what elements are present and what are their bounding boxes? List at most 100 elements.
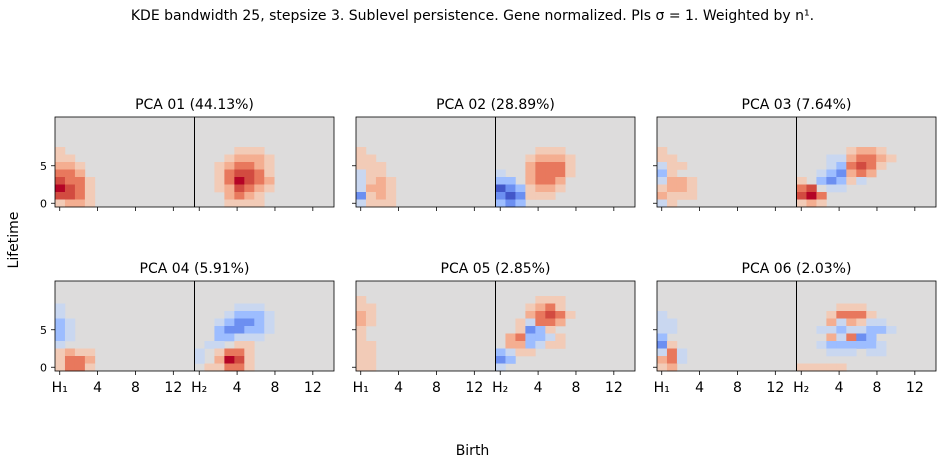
heatmap-cell — [356, 199, 367, 208]
heatmap-cell — [204, 341, 215, 349]
heatmap-cell — [796, 177, 807, 185]
heatmap-cell — [224, 192, 235, 200]
x-tick-label: H₂ — [492, 380, 508, 396]
heatmap-cell — [846, 162, 857, 170]
heatmap-cell — [55, 154, 66, 163]
heatmap-cell — [657, 326, 668, 334]
heatmap-cell — [826, 162, 837, 170]
heatmap-cell — [515, 348, 526, 357]
heatmap-cell — [234, 356, 245, 364]
heatmap-cell — [254, 303, 265, 312]
heatmap-cell — [264, 177, 275, 185]
heatmap-cell — [64, 326, 76, 334]
heatmap-cell — [545, 177, 556, 185]
heatmap-cell — [826, 177, 837, 185]
heatmap-cell — [866, 154, 877, 163]
heatmap-cell — [816, 341, 827, 349]
heatmap-cell — [666, 199, 678, 208]
heatmap-cell — [535, 147, 546, 155]
heatmap-cell — [55, 192, 66, 200]
heatmap-panel: PCA 01 (44.13%) 0 5 — [40, 97, 335, 211]
heatmap-cell — [385, 199, 397, 208]
heatmap-cell — [816, 192, 827, 200]
heatmap-cell — [545, 162, 556, 170]
panel-frame — [355, 280, 636, 372]
heatmap-cell — [525, 348, 536, 357]
heatmap-cell — [535, 296, 546, 304]
heatmap-cell — [254, 318, 265, 327]
heatmap-cell — [846, 154, 857, 163]
heatmap-cell — [856, 162, 867, 170]
x-tick-label: 12 — [906, 380, 924, 396]
heatmap-cell — [545, 326, 556, 334]
heatmap-cell — [545, 341, 556, 349]
heatmap-cell — [224, 311, 235, 319]
heatmap-cell — [806, 363, 817, 372]
heatmap-cell — [244, 177, 255, 185]
heatmap-cell — [375, 192, 387, 200]
y-tick-label: 5 — [40, 324, 47, 337]
heatmap-cell — [495, 356, 506, 364]
heatmap-cell — [826, 154, 837, 163]
heatmap-cell — [84, 356, 96, 364]
heatmap-cell — [495, 184, 506, 193]
heatmap-cell — [505, 192, 516, 200]
heatmap-cell — [365, 318, 377, 327]
heatmap-cell — [666, 348, 678, 357]
heatmap-cell — [204, 363, 215, 372]
heatmap-cell — [666, 356, 678, 364]
heatmap-panel: PCA 05 (2.85%) H₁ 4 8 12 H₂ 4 8 12 — [352, 261, 636, 396]
heatmap-cell — [84, 184, 96, 193]
heatmap-cell — [826, 318, 837, 327]
heatmap-cell — [535, 184, 546, 193]
heatmap-cell — [666, 192, 678, 200]
heatmap-cell — [657, 192, 668, 200]
heatmap-cell — [545, 296, 556, 304]
x-tick-label: 8 — [873, 380, 882, 396]
heatmap-cell — [84, 177, 96, 185]
panel-frame — [54, 116, 335, 208]
x-tick-label: 8 — [572, 380, 581, 396]
heatmap-cell — [846, 341, 857, 349]
heatmap-cell — [666, 154, 678, 163]
x-tick-label: 4 — [233, 380, 242, 396]
heatmap-cell — [224, 318, 235, 327]
panel-frame — [656, 280, 937, 372]
heatmap-cell — [365, 341, 377, 349]
heatmap-cell — [356, 296, 367, 304]
heatmap-cell — [856, 303, 867, 312]
heatmap-cell — [525, 303, 536, 312]
panel-title: PCA 01 (44.13%) — [135, 97, 254, 113]
heatmap-cell — [657, 169, 668, 178]
heatmap-cell — [55, 303, 66, 312]
heatmap-cell — [545, 311, 556, 319]
heatmap-cell — [254, 147, 265, 155]
heatmap-cell — [846, 311, 857, 319]
heatmap-cell — [64, 356, 76, 364]
heatmap-cell — [666, 341, 678, 349]
heatmap-cell — [826, 169, 837, 178]
heatmap-cell — [515, 333, 526, 342]
heatmap-cell — [806, 184, 817, 193]
heatmap-cell — [64, 333, 76, 342]
heatmap-cell — [356, 356, 367, 364]
x-tick-label: 12 — [766, 380, 784, 396]
heatmap-cell — [836, 303, 847, 312]
heatmap-cell — [234, 363, 245, 372]
heatmap-cell — [515, 199, 526, 208]
x-tick-label: H₂ — [191, 380, 207, 396]
heatmap-cell — [375, 177, 387, 185]
heatmap-cell — [826, 348, 837, 357]
heatmap-cell — [525, 326, 536, 334]
heatmap-cell — [264, 326, 275, 334]
heatmap-cell — [214, 184, 225, 193]
heatmap-cell — [234, 333, 245, 342]
heatmap-cell — [856, 177, 867, 185]
heatmap-cell — [214, 341, 225, 349]
heatmap-cell — [836, 348, 847, 357]
x-tick-label: 8 — [131, 380, 140, 396]
heatmap-cell — [244, 356, 255, 364]
heatmap-cell — [846, 147, 857, 155]
heatmap-cell — [836, 333, 847, 342]
